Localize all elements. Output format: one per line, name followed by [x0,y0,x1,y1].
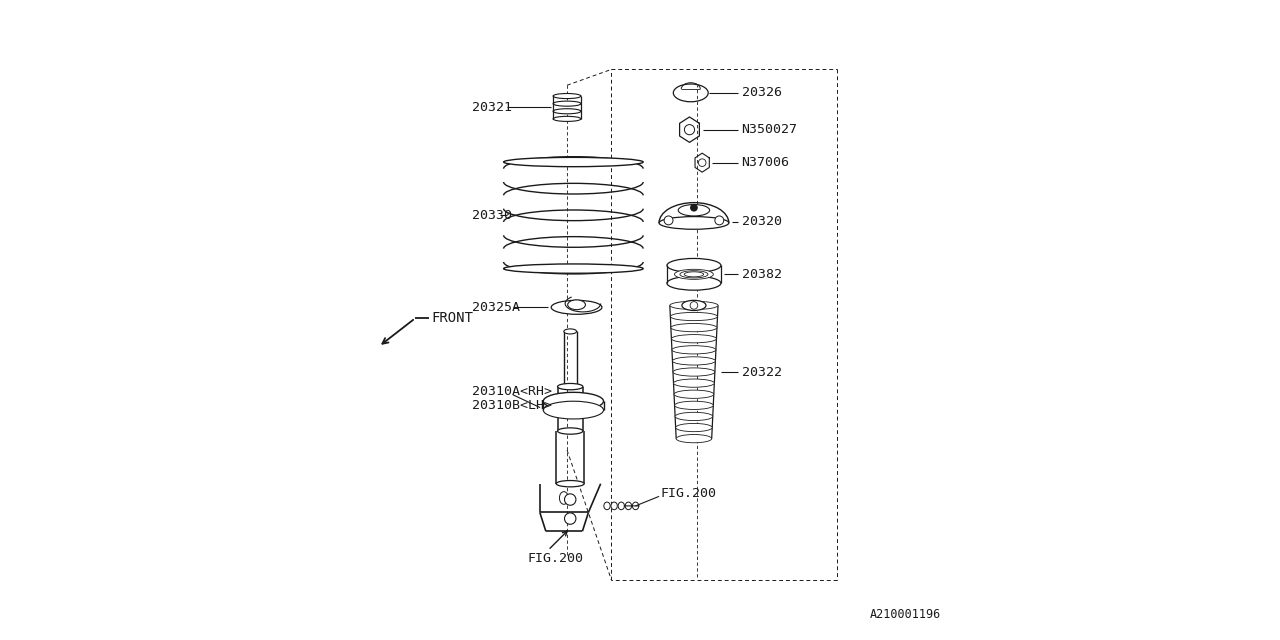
Ellipse shape [672,346,716,354]
Ellipse shape [557,481,584,487]
Ellipse shape [667,259,721,273]
Ellipse shape [604,502,611,509]
Ellipse shape [543,392,603,410]
Circle shape [664,216,673,225]
Ellipse shape [632,502,639,509]
Text: 20325A: 20325A [472,301,520,314]
Circle shape [564,494,576,505]
Ellipse shape [671,312,718,321]
Ellipse shape [618,502,625,509]
Ellipse shape [669,301,718,310]
Ellipse shape [503,157,643,166]
Text: FIG.200: FIG.200 [527,552,584,565]
Ellipse shape [675,390,714,398]
Ellipse shape [672,335,717,343]
Ellipse shape [553,109,581,114]
Circle shape [564,513,576,524]
Ellipse shape [672,356,716,365]
Text: 20310B<LH>: 20310B<LH> [472,399,552,412]
Ellipse shape [567,300,585,310]
Ellipse shape [673,368,714,376]
Text: 20326: 20326 [741,86,782,99]
Ellipse shape [680,271,708,278]
Ellipse shape [553,93,581,99]
Text: 20310A<RH>: 20310A<RH> [472,385,552,397]
Ellipse shape [675,269,713,279]
Ellipse shape [675,412,713,420]
Text: FIG.200: FIG.200 [660,486,717,500]
Ellipse shape [625,502,631,509]
Text: FRONT: FRONT [431,311,474,325]
Ellipse shape [673,379,714,387]
Ellipse shape [553,116,581,122]
Text: 20320: 20320 [741,215,782,228]
Ellipse shape [671,323,717,332]
Ellipse shape [558,383,582,390]
Ellipse shape [678,205,709,216]
Ellipse shape [667,276,721,290]
Ellipse shape [543,401,603,419]
Ellipse shape [676,424,712,431]
Ellipse shape [559,492,568,504]
Ellipse shape [564,329,576,334]
Ellipse shape [685,272,704,277]
Ellipse shape [552,300,602,314]
Ellipse shape [503,264,643,273]
Text: 20382: 20382 [741,268,782,281]
Ellipse shape [564,384,576,389]
Ellipse shape [676,435,712,443]
Text: A210001196: A210001196 [870,609,941,621]
Ellipse shape [611,502,617,509]
Circle shape [714,216,723,225]
Text: 20330: 20330 [472,209,512,222]
Text: N350027: N350027 [741,123,797,136]
Text: 20321: 20321 [472,101,512,114]
Ellipse shape [659,216,728,229]
Text: 20322: 20322 [741,365,782,378]
Ellipse shape [558,428,582,434]
Ellipse shape [682,300,707,310]
Circle shape [691,205,698,211]
Ellipse shape [675,401,713,410]
Text: N37006: N37006 [741,156,790,169]
Ellipse shape [553,101,581,106]
